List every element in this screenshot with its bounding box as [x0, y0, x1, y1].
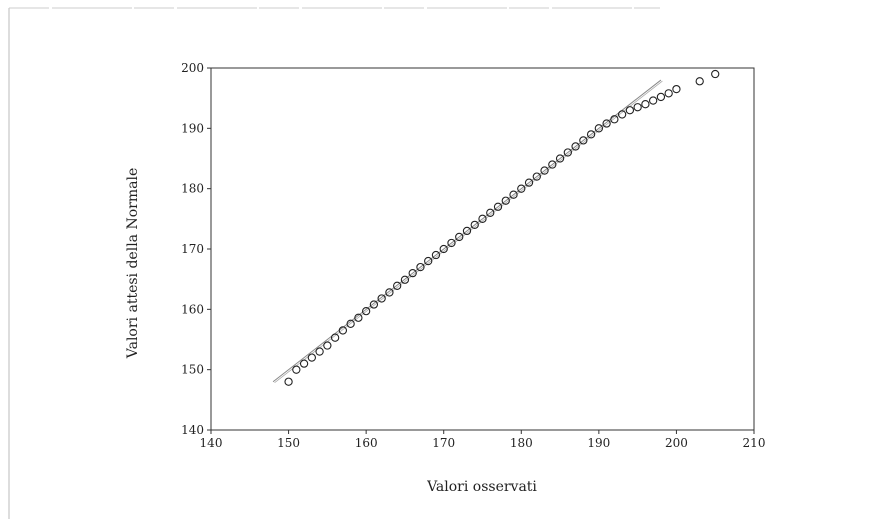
data-point: [509, 190, 518, 199]
data-point: [393, 281, 402, 290]
data-point: [307, 353, 316, 362]
data-point: [602, 119, 611, 128]
data-point: [610, 115, 619, 124]
y-tick-label: 140: [181, 423, 204, 437]
y-tick-label: 180: [181, 182, 204, 196]
data-point: [532, 172, 541, 181]
x-tick-label: 150: [277, 436, 300, 450]
data-point: [408, 268, 417, 278]
data-point: [695, 77, 704, 86]
y-tick-label: 200: [181, 61, 204, 75]
data-point: [579, 136, 588, 145]
y-tick-label: 170: [181, 242, 204, 256]
data-point: [299, 359, 309, 368]
y-tick-label: 160: [181, 302, 204, 316]
x-axis-ticks: 140 150 160 170 180 190 200 210: [200, 430, 766, 450]
data-point: [486, 208, 495, 217]
data-point: [346, 319, 355, 328]
y-axis-title: Valori attesi della Normale: [125, 168, 141, 359]
data-point: [377, 294, 386, 303]
data-point: [649, 96, 658, 105]
x-axis-title: Valori osservati: [426, 479, 537, 495]
data-point: [672, 84, 681, 94]
x-tick-label: 140: [200, 436, 223, 450]
x-tick-label: 170: [432, 436, 455, 450]
data-point: [416, 262, 425, 272]
data-point: [548, 160, 557, 169]
x-tick-label: 200: [665, 436, 688, 450]
data-point: [633, 103, 642, 112]
data-point: [455, 232, 464, 242]
x-tick-label: 210: [743, 436, 766, 450]
y-tick-label: 190: [181, 121, 204, 135]
data-point: [330, 333, 340, 342]
data-points: [284, 69, 720, 386]
x-tick-label: 190: [587, 436, 610, 450]
y-tick-label: 150: [181, 363, 204, 377]
data-point: [586, 130, 596, 139]
data-point: [462, 226, 472, 236]
data-point: [625, 106, 635, 115]
data-point: [555, 154, 565, 163]
data-point: [470, 220, 479, 230]
data-point: [315, 347, 324, 356]
data-point: [338, 326, 348, 335]
data-point: [478, 214, 487, 223]
data-point: [641, 100, 650, 109]
data-point: [323, 341, 332, 350]
data-point: [400, 275, 410, 284]
data-point: [524, 178, 534, 187]
data-point: [656, 92, 666, 102]
data-point: [501, 196, 510, 205]
data-point: [563, 148, 572, 157]
data-point: [447, 238, 456, 248]
data-point: [540, 166, 549, 175]
x-tick-label: 180: [510, 436, 533, 450]
data-point: [594, 124, 604, 133]
data-point: [517, 184, 526, 193]
data-point: [292, 365, 301, 374]
data-point: [493, 202, 503, 211]
data-point: [571, 142, 580, 151]
data-point: [385, 288, 394, 297]
data-point: [431, 250, 441, 260]
data-point: [664, 89, 673, 98]
plot-area: [210, 67, 755, 431]
x-tick-label: 160: [355, 436, 378, 450]
data-point: [369, 300, 379, 309]
data-point: [284, 377, 293, 386]
data-point: [424, 256, 433, 266]
data-point: [354, 313, 363, 322]
data-point: [617, 110, 627, 119]
data-point: [361, 306, 371, 316]
data-point: [439, 244, 448, 254]
y-axis-ticks: 140 150 160 170 180 190 200: [181, 61, 211, 437]
data-point: [711, 69, 720, 79]
